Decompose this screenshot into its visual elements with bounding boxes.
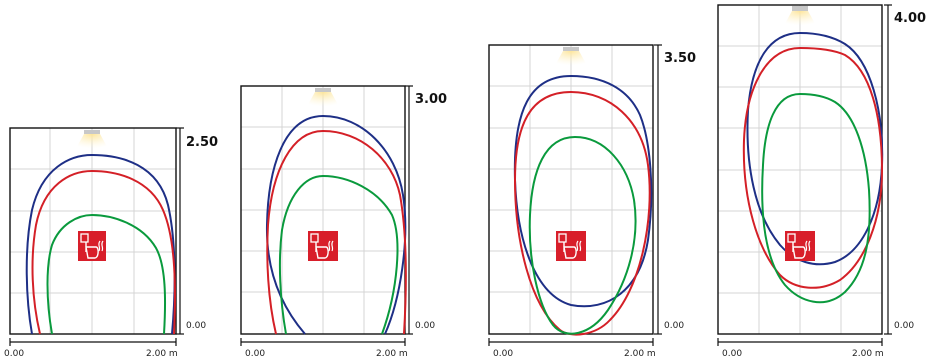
height-label: 3.00 bbox=[415, 92, 447, 107]
base-label: 0.00 bbox=[415, 321, 435, 331]
width-end-label: 2.00 m bbox=[852, 349, 884, 359]
ceiling-light-icon bbox=[782, 6, 818, 29]
width-start-label: 0.00 bbox=[722, 349, 742, 359]
fire-alarm-call-point-icon bbox=[556, 231, 586, 261]
panel-3: 3.50 0.00 0.00 2.00 m bbox=[488, 44, 696, 359]
ceiling-light-icon bbox=[553, 47, 589, 69]
width-scale bbox=[240, 338, 406, 346]
grid bbox=[241, 86, 405, 334]
height-label: 3.50 bbox=[664, 51, 696, 66]
fire-alarm-call-point-icon bbox=[308, 231, 338, 261]
curve-red bbox=[266, 129, 407, 335]
height-scale bbox=[654, 44, 662, 335]
panel-2: 3.00 0.00 0.00 2.00 m bbox=[240, 85, 447, 359]
width-start-label: 0.00 bbox=[4, 349, 24, 359]
height-scale bbox=[405, 85, 413, 335]
curve-green bbox=[528, 135, 637, 335]
base-label: 0.00 bbox=[186, 321, 206, 331]
base-label: 0.00 bbox=[664, 321, 684, 331]
fire-alarm-call-point-icon bbox=[78, 231, 106, 261]
width-end-label: 2.00 m bbox=[146, 349, 178, 359]
grid bbox=[489, 45, 653, 334]
width-end-label: 2.00 m bbox=[624, 349, 656, 359]
curve-blue bbox=[265, 114, 407, 335]
width-scale bbox=[488, 338, 654, 346]
curve-red bbox=[513, 90, 651, 336]
height-scale bbox=[884, 4, 892, 335]
fire-alarm-call-point-icon bbox=[785, 231, 815, 261]
curve-green bbox=[46, 213, 167, 335]
panel-4: 4.00 0.00 0.00 2.00 m bbox=[717, 4, 926, 359]
height-label: 2.50 bbox=[186, 135, 218, 150]
panel-1: 2.50 0.00 0.00 2.00 m bbox=[4, 127, 218, 359]
width-end-label: 2.00 m bbox=[376, 349, 408, 359]
base-label: 0.00 bbox=[894, 321, 914, 331]
width-scale bbox=[9, 338, 177, 346]
room-frame bbox=[9, 127, 177, 335]
ceiling-light-icon bbox=[305, 88, 341, 110]
width-start-label: 0.00 bbox=[493, 349, 513, 359]
width-start-label: 0.00 bbox=[245, 349, 265, 359]
height-label: 4.00 bbox=[894, 11, 926, 26]
curve-blue bbox=[25, 153, 176, 335]
height-scale bbox=[176, 127, 184, 335]
ceiling-light-icon bbox=[74, 130, 110, 152]
curve-green bbox=[761, 92, 871, 304]
curve-blue bbox=[513, 74, 653, 308]
curve-red bbox=[742, 46, 884, 289]
curve-red bbox=[31, 169, 176, 335]
curve-green bbox=[278, 174, 399, 335]
width-scale bbox=[717, 338, 883, 346]
